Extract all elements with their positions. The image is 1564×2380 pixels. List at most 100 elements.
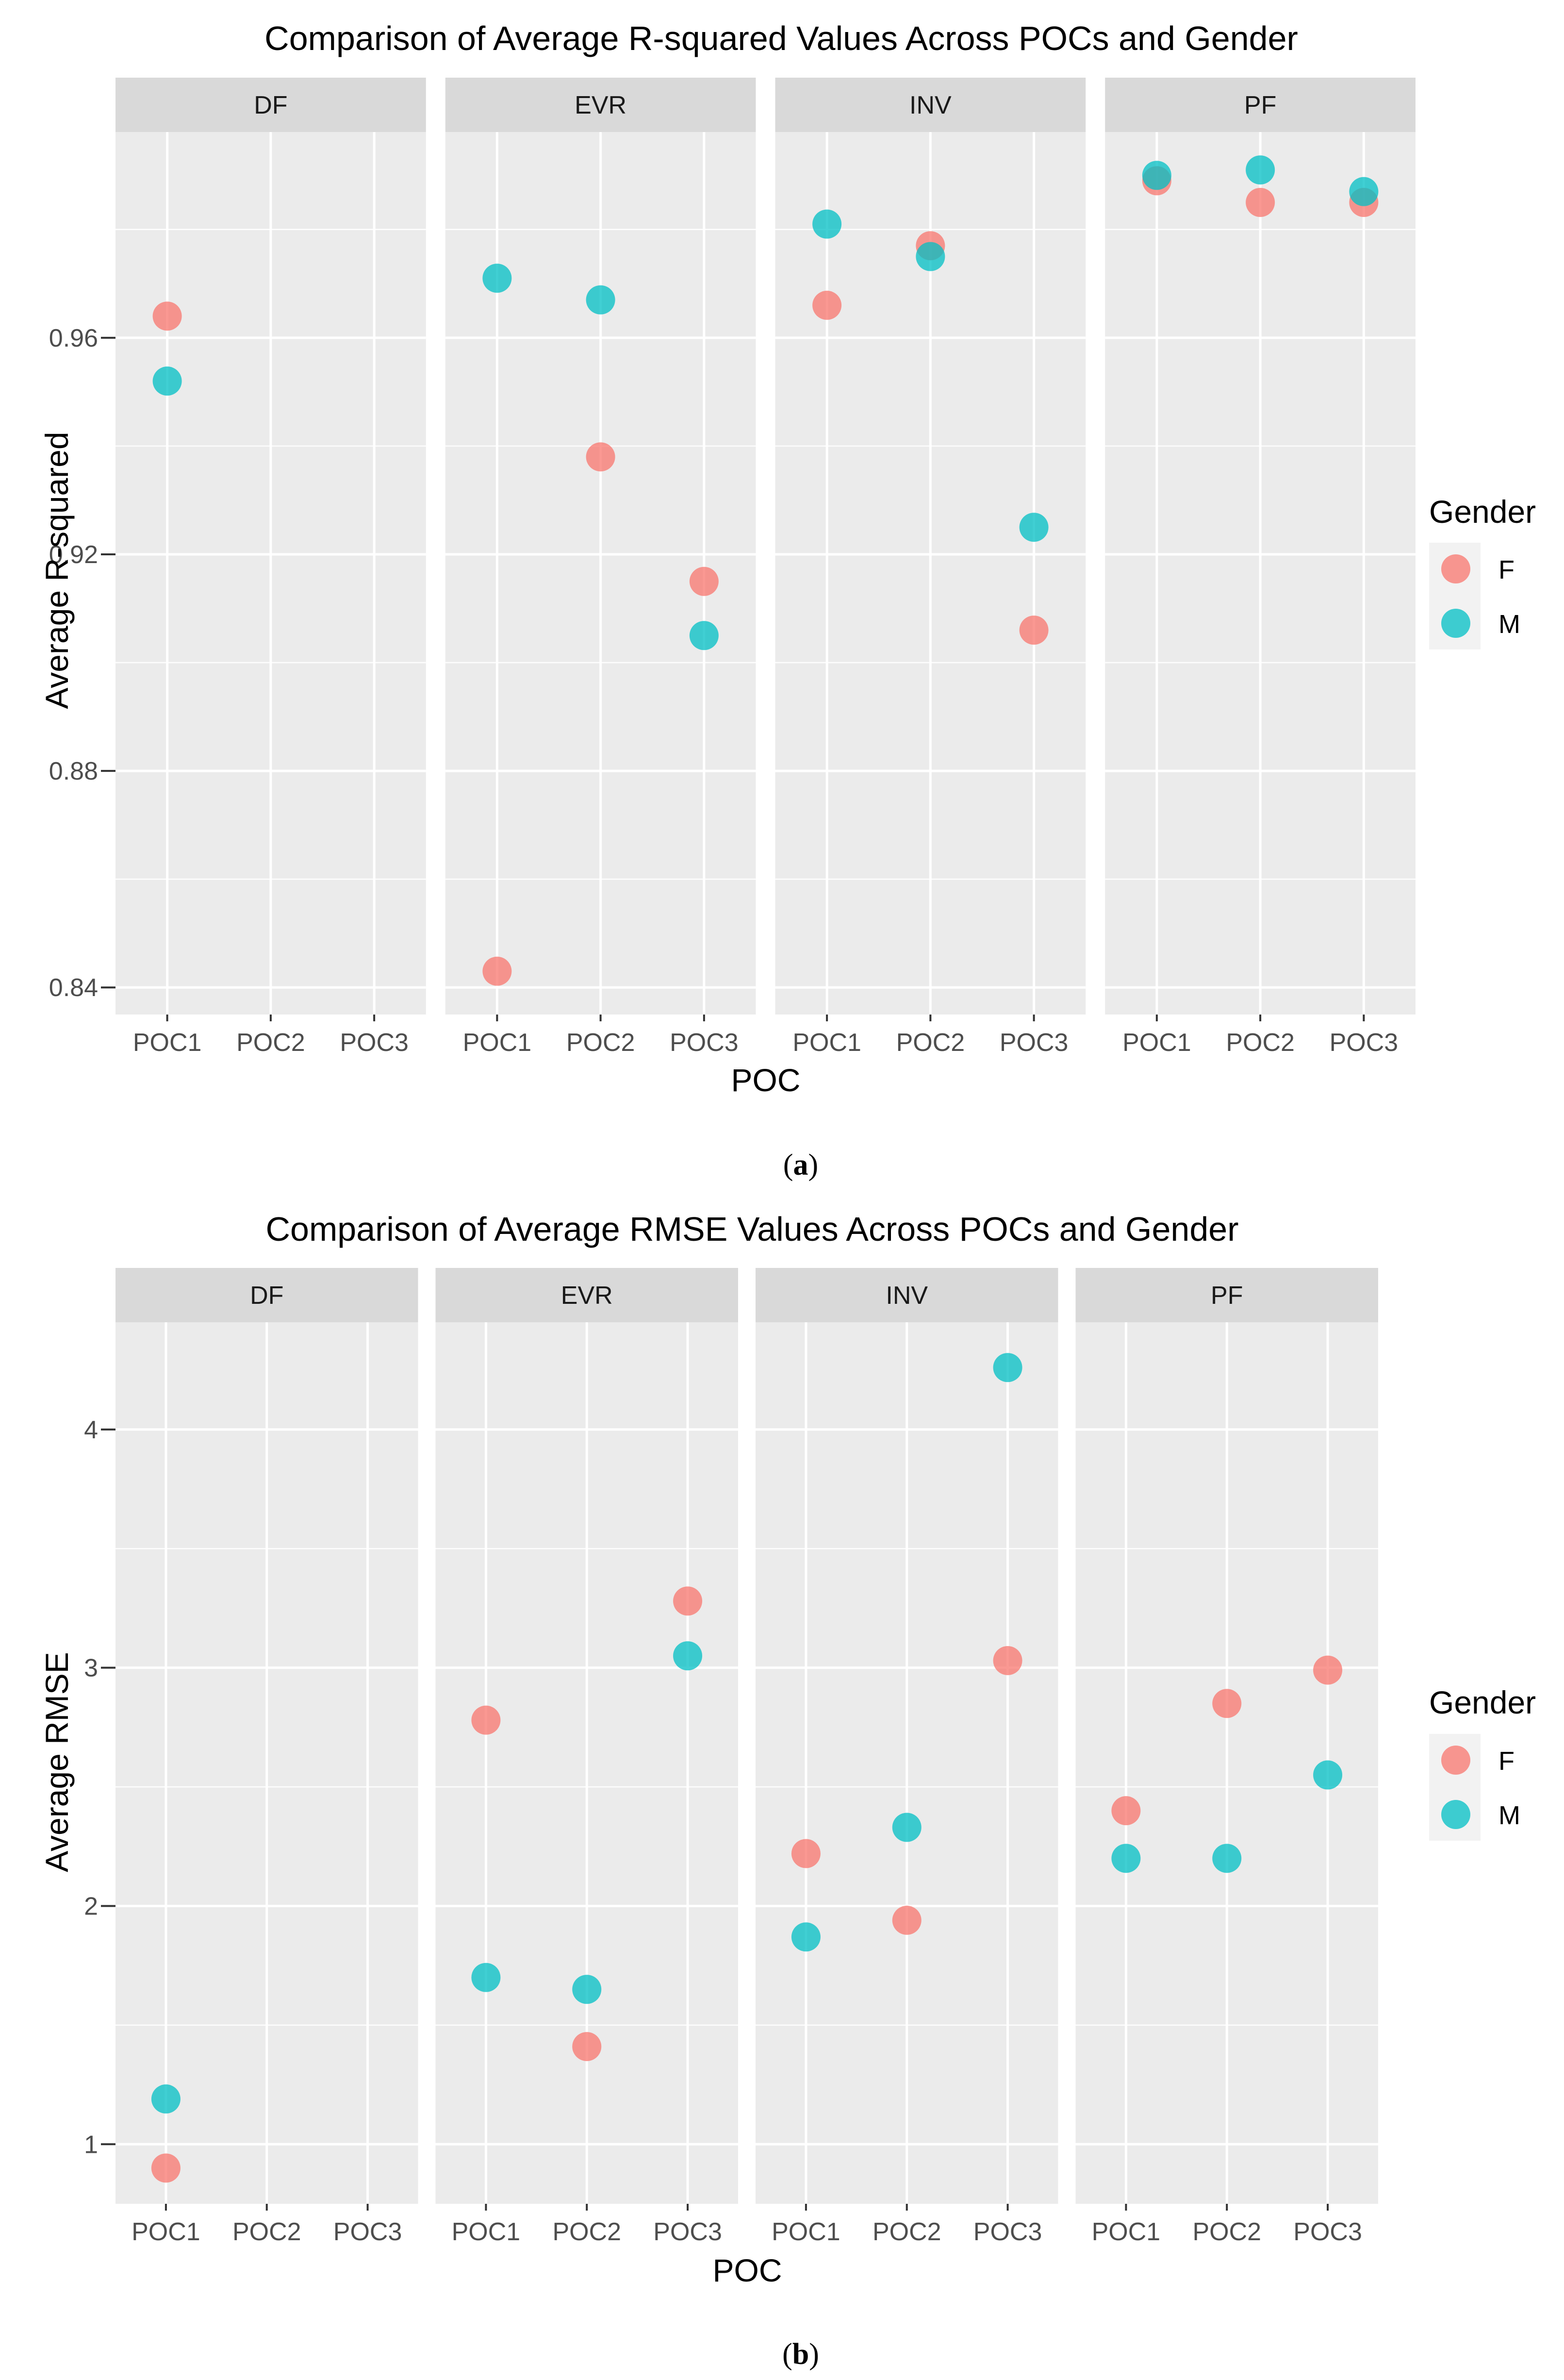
facet-strip-label: INV <box>909 91 952 119</box>
data-point-f <box>482 956 512 986</box>
facet-strip-label: PF <box>1211 1282 1243 1310</box>
facet-strip-label: INV <box>886 1282 928 1310</box>
data-point-m <box>482 264 512 293</box>
facet-panels: DF POC1 POC2 POC3 EVR POC1 POC2 POC3 INV POC1 POC2… <box>115 78 1416 1057</box>
data-point-f <box>1212 1689 1242 1718</box>
x-tick-label: POC3 <box>1000 1029 1069 1057</box>
data-point-m <box>812 209 842 239</box>
data-point-m <box>1349 177 1379 206</box>
x-tick-label: POC2 <box>896 1029 965 1057</box>
x-tick-label: POC2 <box>1192 2218 1261 2246</box>
data-point-f <box>1019 616 1049 645</box>
x-tick-label: POC1 <box>132 2218 200 2246</box>
x-tick-label: POC2 <box>232 2218 301 2246</box>
data-point-m <box>572 1975 602 2004</box>
facet-strip <box>435 1268 738 1322</box>
data-point-m <box>673 1641 703 1671</box>
data-point-f <box>673 1586 703 1616</box>
caption-b: (b) <box>782 2338 819 2371</box>
facet-strip <box>115 1268 418 1322</box>
data-point-m <box>1246 155 1275 185</box>
facet-strip <box>115 78 426 132</box>
x-axis-title: POC <box>712 2252 782 2288</box>
data-point-f <box>791 1839 821 1868</box>
legend-title: Gender <box>1429 494 1536 530</box>
y-tick-label: 2 <box>84 1892 98 1920</box>
x-tick-label: POC1 <box>1122 1029 1191 1057</box>
data-point-f <box>1246 187 1275 217</box>
y-tick-label: 1 <box>84 2130 98 2159</box>
facet-panel-df: DF POC1 POC2 POC3 <box>115 78 426 1057</box>
y-tick-label: 0.84 <box>49 974 98 1002</box>
x-tick-label: POC3 <box>333 2218 402 2246</box>
data-point-m <box>1142 161 1171 190</box>
legend-marker-f <box>1441 1746 1470 1775</box>
legend-marker-f <box>1441 554 1470 583</box>
data-point-f <box>892 1905 922 1935</box>
x-tick-label: POC1 <box>463 1029 532 1057</box>
facet-strip-label: DF <box>250 1282 283 1310</box>
chart-title: Comparison of Average RMSE Values Across… <box>265 1210 1238 1248</box>
data-point-m <box>916 242 945 271</box>
x-tick-label: POC3 <box>1330 1029 1399 1057</box>
y-tick-label: 3 <box>84 1654 98 1682</box>
data-point-f <box>689 566 719 596</box>
facet-strip <box>1075 1268 1378 1322</box>
legend-label-f: F <box>1498 555 1515 584</box>
r-squared-chart: Comparison of Average R-squared Values A… <box>39 19 1536 1182</box>
x-tick-label: POC2 <box>1226 1029 1295 1057</box>
y-axis-title: Average RMSE <box>39 1652 75 1872</box>
legend-label-f: F <box>1498 1747 1515 1776</box>
data-point-m <box>1313 1760 1343 1790</box>
data-point-m <box>151 2084 181 2114</box>
facet-strip <box>775 78 1086 132</box>
caption-a-label: a <box>793 1148 808 1182</box>
facet-panel-pf: PF POC1 POC2 POC3 <box>1075 1268 1378 2246</box>
x-tick-label: POC1 <box>792 1029 861 1057</box>
facet-panel-pf: PF POC1 POC2 POC3 <box>1105 78 1416 1057</box>
x-tick-label: POC2 <box>873 2218 941 2246</box>
y-axis-title: Average R-squared <box>39 432 75 709</box>
facet-panel-evr: EVR POC1 POC2 POC3 <box>435 1268 738 2246</box>
data-point-m <box>586 285 615 315</box>
data-point-m <box>471 1963 501 1992</box>
x-tick-label: POC1 <box>452 2218 521 2246</box>
data-point-f <box>586 442 615 472</box>
y-axis-ticks: 0.84 0.88 0.92 0.96 <box>49 324 115 1002</box>
y-axis-ticks: 1 2 3 4 <box>84 1416 115 2159</box>
x-tick-label: POC2 <box>566 1029 635 1057</box>
data-point-f <box>471 1705 501 1735</box>
data-point-m <box>152 366 182 396</box>
x-tick-label: POC3 <box>653 2218 722 2246</box>
data-point-m <box>892 1813 922 1842</box>
facet-panel-inv: INV POC1 POC2 POC3 <box>756 1268 1058 2246</box>
data-point-f <box>993 1646 1022 1675</box>
x-axis-title: POC <box>731 1062 800 1098</box>
facet-strip-label: DF <box>254 91 287 119</box>
facet-panel-inv: INV POC1 POC2 POC3 <box>775 78 1086 1057</box>
x-tick-label: POC2 <box>236 1029 305 1057</box>
rmse-chart: Comparison of Average RMSE Values Across… <box>39 1210 1536 2371</box>
x-tick-label: POC2 <box>552 2218 621 2246</box>
x-tick-label: POC3 <box>1293 2218 1362 2246</box>
data-point-m <box>791 1922 821 1952</box>
data-point-m <box>993 1353 1022 1382</box>
y-tick-label: 4 <box>84 1416 98 1444</box>
facet-strip-label: EVR <box>561 1282 613 1310</box>
chart-title: Comparison of Average R-squared Values A… <box>264 19 1298 57</box>
y-tick-label: 0.96 <box>49 324 98 352</box>
caption-a: (a) <box>783 1148 818 1182</box>
legend-title: Gender <box>1429 1684 1536 1720</box>
facet-panel-evr: EVR POC1 POC2 POC3 <box>445 78 756 1057</box>
data-point-m <box>1111 1844 1141 1873</box>
facet-strip-label: PF <box>1244 91 1276 119</box>
y-tick-label: 0.88 <box>49 757 98 785</box>
x-tick-label: POC3 <box>670 1029 739 1057</box>
facet-strip <box>1105 78 1416 132</box>
legend-label-m: M <box>1498 610 1520 639</box>
data-point-f <box>1313 1655 1343 1685</box>
data-point-f <box>812 290 842 320</box>
y-tick-label: 0.92 <box>49 541 98 569</box>
legend-marker-m <box>1441 609 1470 638</box>
